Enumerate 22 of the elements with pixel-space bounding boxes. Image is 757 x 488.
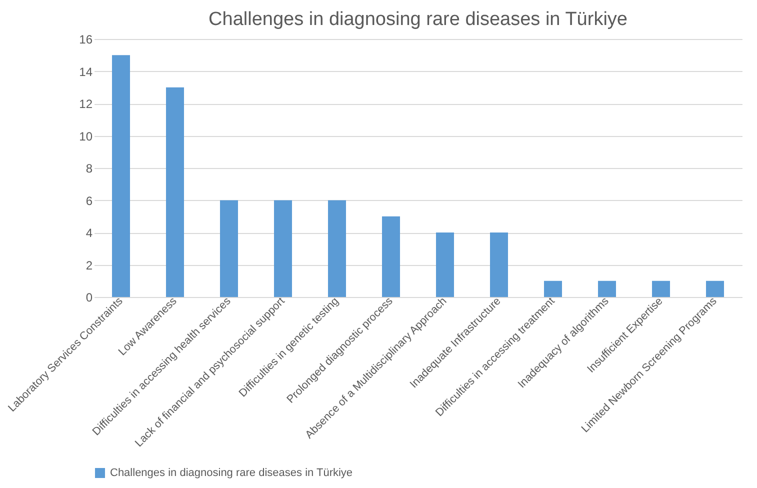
y-tick-label: 10: [79, 129, 93, 144]
y-tick-label: 16: [79, 32, 93, 46]
bar: [166, 87, 184, 297]
bar: [706, 280, 724, 297]
bar: [274, 200, 292, 297]
y-tick-label: 14: [79, 64, 93, 79]
bar: [544, 280, 562, 297]
bar: [652, 280, 670, 297]
bar: [328, 200, 346, 297]
y-tick-label: 2: [86, 258, 93, 272]
bar: [598, 280, 616, 297]
bar: [436, 232, 454, 297]
y-tick-label: 12: [79, 97, 93, 111]
bar: [112, 55, 130, 297]
bar: [490, 232, 508, 297]
y-tick-label: 8: [86, 162, 93, 176]
legend-label: Challenges in diagnosing rare diseases in Türkiye: [110, 467, 353, 479]
y-tick-label: 4: [86, 226, 93, 240]
bar: [382, 216, 400, 297]
chart-title: Challenges in diagnosing rare diseases in Türkiye: [208, 9, 628, 30]
bar: [220, 200, 238, 297]
y-tick-label: 6: [86, 194, 93, 208]
